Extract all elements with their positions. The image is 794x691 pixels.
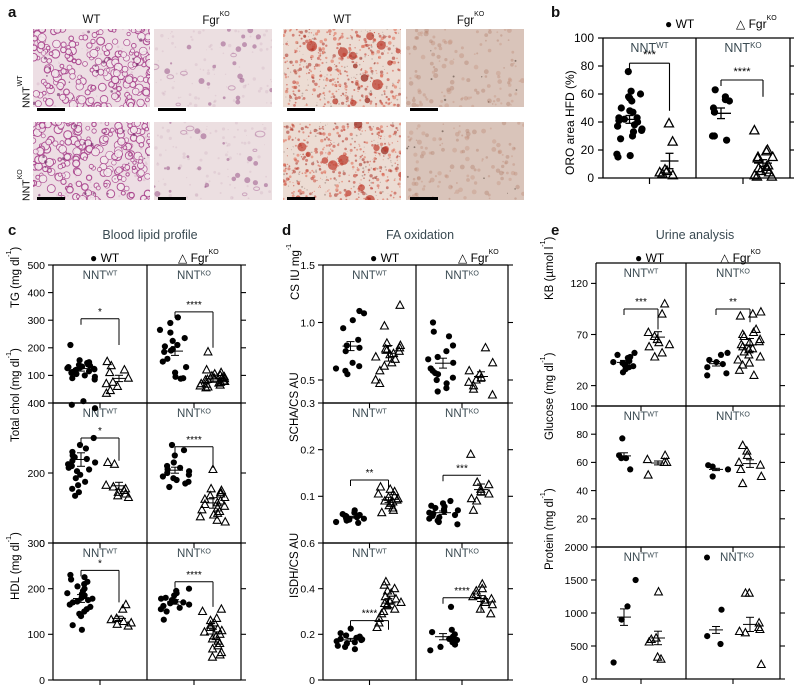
svg-text:0: 0	[309, 675, 315, 687]
svg-text:**: **	[729, 297, 737, 308]
svg-text:****: ****	[186, 435, 202, 446]
svg-text:NNTKO: NNTKO	[445, 407, 479, 420]
svg-text:NNTWT: NNTWT	[624, 267, 659, 280]
svg-text:****: ****	[733, 66, 751, 78]
svg-text:400: 400	[27, 287, 45, 299]
svg-text:NNTWT: NNTWT	[83, 407, 118, 420]
svg-text:20: 20	[576, 380, 588, 392]
svg-text:*: *	[98, 307, 102, 318]
svg-text:0.5: 0.5	[300, 375, 315, 387]
svg-text:60: 60	[581, 87, 595, 101]
svg-text:NNTKO: NNTKO	[445, 269, 479, 282]
svg-text:NNTWT: NNTWT	[630, 41, 668, 55]
svg-text:NNTKO: NNTKO	[724, 41, 761, 55]
svg-text:NNTKO: NNTKO	[177, 407, 211, 420]
svg-text:*: *	[98, 558, 102, 569]
svg-text:NNTKO: NNTKO	[445, 547, 479, 560]
svg-text:**: **	[366, 468, 374, 479]
svg-text:NNTWT: NNTWT	[624, 410, 659, 423]
svg-text:1.5: 1.5	[300, 260, 315, 272]
svg-text:****: ****	[454, 586, 470, 597]
svg-text:400: 400	[27, 398, 45, 410]
svg-text:40: 40	[576, 485, 588, 497]
svg-text:200: 200	[27, 468, 45, 480]
svg-text:NNTKO: NNTKO	[177, 269, 211, 282]
svg-text:100: 100	[570, 401, 588, 413]
svg-text:0.2: 0.2	[300, 445, 315, 457]
svg-text:80: 80	[581, 59, 595, 73]
svg-text:60: 60	[576, 457, 588, 469]
svg-text:NNTKO: NNTKO	[716, 410, 750, 423]
svg-text:0: 0	[582, 674, 588, 686]
svg-text:0.1: 0.1	[300, 491, 315, 503]
svg-text:200: 200	[27, 584, 45, 596]
svg-text:1.0: 1.0	[300, 317, 315, 329]
svg-text:2000: 2000	[565, 542, 589, 554]
svg-text:0: 0	[587, 171, 594, 185]
svg-text:NNTKO: NNTKO	[720, 551, 754, 564]
svg-text:0.4: 0.4	[300, 584, 315, 596]
svg-text:NNTWT: NNTWT	[83, 269, 118, 282]
svg-text:NNTWT: NNTWT	[352, 547, 387, 560]
svg-text:0.2: 0.2	[300, 629, 315, 641]
svg-text:500: 500	[27, 260, 45, 272]
svg-text:120: 120	[570, 278, 588, 290]
svg-text:0: 0	[39, 675, 45, 687]
svg-text:****: ****	[186, 300, 202, 311]
svg-text:500: 500	[570, 641, 588, 653]
svg-text:NNTWT: NNTWT	[352, 269, 387, 282]
svg-text:100: 100	[27, 629, 45, 641]
svg-text:*: *	[98, 426, 102, 437]
svg-text:NNTKO: NNTKO	[177, 547, 211, 560]
svg-text:NNTKO: NNTKO	[716, 267, 750, 280]
svg-text:80: 80	[576, 429, 588, 441]
svg-text:100: 100	[27, 370, 45, 382]
svg-text:***: ***	[456, 463, 468, 474]
svg-text:70: 70	[576, 329, 588, 341]
svg-text:200: 200	[27, 343, 45, 355]
svg-text:****: ****	[362, 609, 378, 620]
svg-text:20: 20	[576, 514, 588, 526]
svg-text:300: 300	[27, 315, 45, 327]
svg-text:NNTWT: NNTWT	[624, 551, 659, 564]
svg-text:1000: 1000	[565, 608, 589, 620]
svg-text:NNTWT: NNTWT	[352, 407, 387, 420]
svg-text:***: ***	[635, 297, 647, 308]
svg-text:0.6: 0.6	[300, 538, 315, 550]
svg-text:300: 300	[27, 538, 45, 550]
svg-text:40: 40	[581, 115, 595, 129]
svg-text:100: 100	[574, 31, 594, 45]
svg-text:0.3: 0.3	[300, 398, 315, 410]
svg-text:****: ****	[186, 570, 202, 581]
svg-text:20: 20	[581, 143, 595, 157]
svg-text:1500: 1500	[565, 575, 589, 587]
